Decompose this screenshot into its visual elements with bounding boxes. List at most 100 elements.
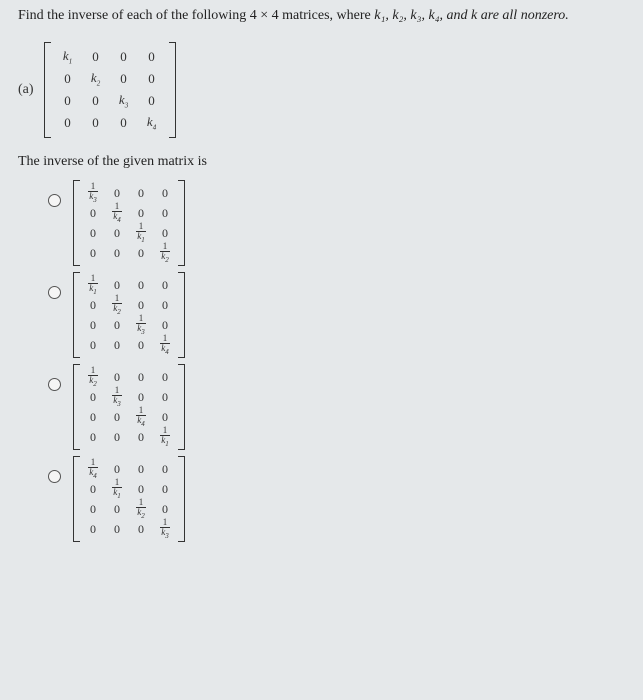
matrix-cell: 0 <box>81 479 105 499</box>
matrix-cell: k4 <box>138 112 166 134</box>
matrix-cell: 0 <box>105 427 129 447</box>
inverse-statement: The inverse of the given matrix is <box>18 154 625 170</box>
matrix-cell: 0 <box>153 407 177 427</box>
matrix-cell: 0 <box>105 407 129 427</box>
matrix-cell: 0 <box>153 315 177 335</box>
matrix-cell: 0 <box>81 223 105 243</box>
matrix-cell: 0 <box>54 90 82 112</box>
matrix-cell: 0 <box>129 387 153 407</box>
radio-button[interactable] <box>48 286 61 299</box>
matrix-cell: 0 <box>129 295 153 315</box>
matrix-cell: 1k2 <box>129 499 153 519</box>
matrix-cell: 1k4 <box>129 407 153 427</box>
matrix-cell: 0 <box>82 90 110 112</box>
matrix-cell: 0 <box>129 243 153 263</box>
question-prefix: Find the inverse of each of the followin… <box>18 8 374 23</box>
matrix-cell: 0 <box>110 112 138 134</box>
matrix-cell: 0 <box>153 203 177 223</box>
matrix-cell: 0 <box>81 335 105 355</box>
matrix-cell: 0 <box>129 459 153 479</box>
matrix-cell: 0 <box>82 46 110 68</box>
matrix-cell: 1k1 <box>129 223 153 243</box>
answer-options: 1k300001k400001k100001k21k100001k200001k… <box>48 180 625 542</box>
matrix-cell: 0 <box>81 387 105 407</box>
matrix-cell: 1k1 <box>81 275 105 295</box>
matrix-cell: 0 <box>138 68 166 90</box>
matrix-cell: 0 <box>81 243 105 263</box>
matrix-cell: 0 <box>138 90 166 112</box>
question-text: Find the inverse of each of the followin… <box>18 8 625 24</box>
matrix-cell: 0 <box>81 519 105 539</box>
matrix-cell: 0 <box>105 223 129 243</box>
matrix-cell: 0 <box>129 275 153 295</box>
matrix-cell: 0 <box>129 427 153 447</box>
matrix-cell: 0 <box>129 335 153 355</box>
matrix-cell: k3 <box>110 90 138 112</box>
matrix-cell: 0 <box>129 367 153 387</box>
matrix-cell: 1k1 <box>105 479 129 499</box>
matrix-cell: 1k2 <box>153 243 177 263</box>
matrix-cell: 0 <box>105 459 129 479</box>
matrix-cell: 0 <box>129 203 153 223</box>
matrix-cell: 1k2 <box>81 367 105 387</box>
option-matrix: 1k200001k300001k400001k1 <box>73 364 185 450</box>
matrix-cell: 0 <box>153 183 177 203</box>
matrix-cell: 0 <box>110 46 138 68</box>
matrix-cell: 0 <box>105 243 129 263</box>
matrix-cell: 0 <box>153 499 177 519</box>
matrix-cell: 0 <box>153 459 177 479</box>
radio-button[interactable] <box>48 378 61 391</box>
matrix-cell: 0 <box>81 295 105 315</box>
option-matrix: 1k100001k200001k300001k4 <box>73 272 185 358</box>
matrix-cell: 0 <box>54 68 82 90</box>
answer-option[interactable]: 1k200001k300001k400001k1 <box>48 364 625 450</box>
part-a: (a) k10000k20000k30000k4 <box>18 42 625 138</box>
matrix-cell: 0 <box>153 223 177 243</box>
answer-option[interactable]: 1k400001k100001k200001k3 <box>48 456 625 542</box>
matrix-cell: k2 <box>82 68 110 90</box>
matrix-cell: 0 <box>54 112 82 134</box>
matrix-cell: 0 <box>81 407 105 427</box>
matrix-cell: 0 <box>81 427 105 447</box>
radio-button[interactable] <box>48 194 61 207</box>
matrix-cell: 0 <box>105 335 129 355</box>
matrix-cell: 0 <box>105 367 129 387</box>
option-matrix: 1k400001k100001k200001k3 <box>73 456 185 542</box>
matrix-cell: 0 <box>153 295 177 315</box>
matrix-cell: 0 <box>129 479 153 499</box>
matrix-cell: 0 <box>153 275 177 295</box>
answer-option[interactable]: 1k300001k400001k100001k2 <box>48 180 625 266</box>
matrix-cell: 0 <box>81 315 105 335</box>
matrix-cell: 1k1 <box>153 427 177 447</box>
matrix-cell: 0 <box>105 275 129 295</box>
matrix-cell: 0 <box>110 68 138 90</box>
matrix-cell: 1k3 <box>81 183 105 203</box>
matrix-cell: 0 <box>81 499 105 519</box>
matrix-cell: 0 <box>105 519 129 539</box>
option-matrix: 1k300001k400001k100001k2 <box>73 180 185 266</box>
matrix-cell: 1k3 <box>129 315 153 335</box>
matrix-cell: 0 <box>129 183 153 203</box>
matrix-cell: 1k3 <box>105 387 129 407</box>
matrix-cell: 0 <box>105 315 129 335</box>
given-matrix: k10000k20000k30000k4 <box>44 42 176 138</box>
matrix-cell: 0 <box>153 387 177 407</box>
matrix-cell: 1k4 <box>153 335 177 355</box>
part-label: (a) <box>18 82 34 98</box>
matrix-cell: 0 <box>105 499 129 519</box>
matrix-cell: k1 <box>54 46 82 68</box>
matrix-cell: 0 <box>81 203 105 223</box>
matrix-cell: 1k4 <box>81 459 105 479</box>
matrix-cell: 0 <box>153 367 177 387</box>
matrix-cell: 0 <box>129 519 153 539</box>
matrix-cell: 0 <box>82 112 110 134</box>
matrix-cell: 1k4 <box>105 203 129 223</box>
radio-button[interactable] <box>48 470 61 483</box>
matrix-cell: 1k2 <box>105 295 129 315</box>
matrix-cell: 0 <box>153 479 177 499</box>
answer-option[interactable]: 1k100001k200001k300001k4 <box>48 272 625 358</box>
question-vars: k₁, k₂, k₃, k₄, and k are all nonzero. <box>374 8 569 23</box>
matrix-cell: 1k3 <box>153 519 177 539</box>
matrix-cell: 0 <box>105 183 129 203</box>
matrix-cell: 0 <box>138 46 166 68</box>
